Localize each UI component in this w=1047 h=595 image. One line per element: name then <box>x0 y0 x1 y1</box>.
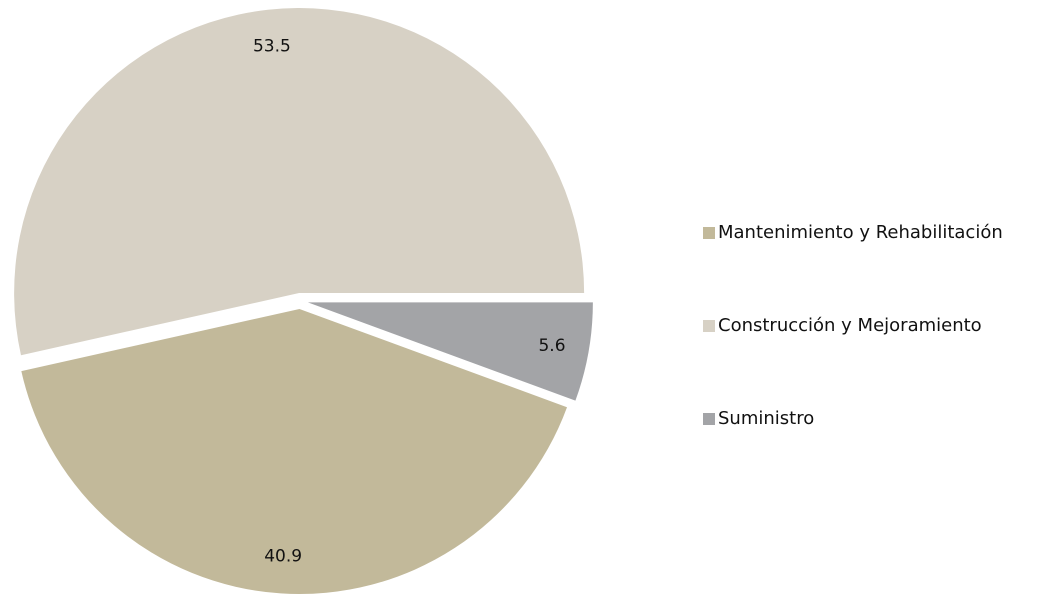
pie-slice <box>14 8 585 356</box>
legend-label: Suministro <box>718 408 814 429</box>
data-label: 40.9 <box>264 546 302 566</box>
legend-swatch <box>703 227 715 239</box>
pie-slice <box>21 308 568 594</box>
legend-swatch <box>703 413 715 425</box>
legend-label: Mantenimiento y Rehabilitación <box>718 222 1003 243</box>
legend-swatch <box>703 320 715 332</box>
data-label: 5.6 <box>538 336 565 356</box>
data-label: 53.5 <box>253 37 291 57</box>
legend-label: Construcción y Mejoramiento <box>718 315 982 336</box>
pie-slice <box>307 302 593 401</box>
